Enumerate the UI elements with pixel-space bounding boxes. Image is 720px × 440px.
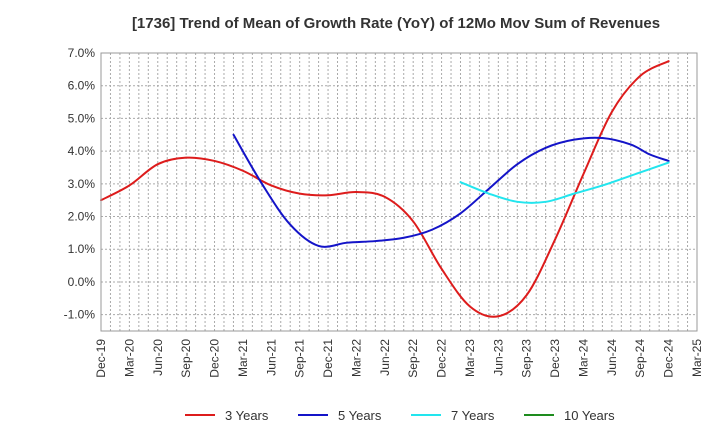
y-tick-label: 7.0%: [68, 46, 96, 60]
y-tick-label: 5.0%: [68, 111, 96, 125]
x-tick-label: Dec-24: [662, 339, 676, 378]
x-tick-label: Sep-22: [406, 339, 420, 378]
x-tick-label: Sep-21: [293, 339, 307, 378]
x-tick-label: Jun-23: [491, 339, 505, 376]
x-tick-label: Dec-21: [321, 339, 335, 378]
x-tick-label: Jun-20: [151, 339, 165, 376]
x-tick-label: Dec-19: [94, 339, 108, 378]
legend-label-10-years: 10 Years: [564, 408, 615, 423]
y-tick-label: 1.0%: [68, 242, 96, 256]
x-tick-label: Jun-24: [605, 339, 619, 376]
x-tick-label: Sep-23: [520, 339, 534, 378]
x-tick-label: Dec-23: [548, 339, 562, 378]
plot-area: [101, 53, 697, 331]
legend-label-7-years: 7 Years: [451, 408, 495, 423]
series-lines: [100, 60, 670, 318]
x-tick-label: Sep-24: [633, 339, 647, 378]
legend-label-5-years: 5 Years: [338, 408, 382, 423]
x-tick-label: Jun-21: [264, 339, 278, 376]
x-tick-label: Mar-23: [463, 339, 477, 377]
legend: 3 Years 5 Years 7 Years 10 Years: [185, 408, 615, 423]
plot-frame: [100, 52, 698, 332]
x-tick-label: Mar-22: [349, 339, 363, 377]
x-tick-label: Sep-20: [179, 339, 193, 378]
x-tick-label: Jun-22: [378, 339, 392, 376]
y-axis-ticks: -1.0% 0.0% 1.0% 2.0% 3.0% 4.0% 5.0% 6.0% 7.0%: [64, 46, 96, 322]
series-line-5-years: [232, 133, 670, 248]
x-tick-label: Mar-20: [122, 339, 136, 377]
y-tick-label: 4.0%: [68, 144, 96, 158]
chart-title: [1736] Trend of Mean of Growth Rate (YoY…: [132, 15, 660, 32]
x-tick-label: Dec-22: [435, 339, 449, 378]
y-tick-label: 6.0%: [68, 79, 96, 93]
x-axis-ticks: Dec-19 Mar-20 Jun-20 Sep-20 Dec-20 Mar-21 Jun-…: [94, 339, 704, 378]
y-tick-label: 0.0%: [68, 275, 96, 289]
y-tick-label: 3.0%: [68, 177, 96, 191]
x-tick-label: Mar-21: [236, 339, 250, 377]
series-line-3-years: [100, 60, 670, 318]
y-tick-label: 2.0%: [68, 210, 96, 224]
x-tick-label: Mar-25: [690, 339, 704, 377]
legend-label-3-years: 3 Years: [225, 408, 269, 423]
y-tick-label: -1.0%: [64, 308, 96, 322]
x-tick-label: Mar-24: [576, 339, 590, 377]
series-line-7-years: [459, 161, 670, 204]
x-tick-label: Dec-20: [208, 339, 222, 378]
